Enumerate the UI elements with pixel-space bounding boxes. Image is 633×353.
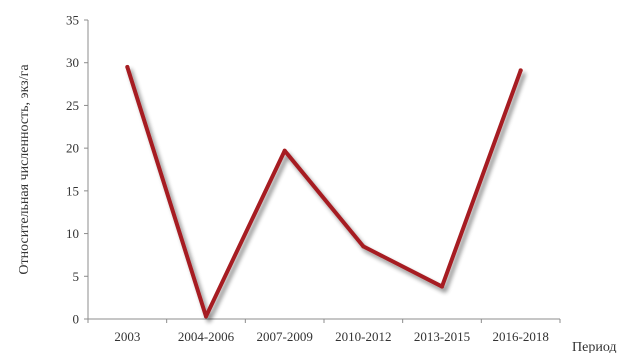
- y-tick-label: 5: [73, 269, 80, 284]
- y-tick-label: 10: [66, 226, 79, 241]
- series-line: [125, 64, 523, 319]
- y-tick-label: 35: [66, 13, 79, 28]
- y-tick-label: 25: [66, 98, 79, 113]
- data-point: [440, 284, 444, 289]
- x-tick-label: 2013-2015: [414, 329, 470, 344]
- y-ticks: 0 5 10 15 20 25 30 35: [66, 13, 88, 327]
- y-tick-label: 20: [66, 141, 79, 156]
- y-tick-label: 30: [66, 55, 79, 70]
- data-point: [361, 244, 366, 249]
- x-tick-label: 2003: [114, 329, 140, 344]
- x-ticks: 2003 2004-2006 2007-2009 2010-2012 2013-2015…: [87, 319, 561, 344]
- data-point: [518, 68, 523, 73]
- y-axis-title: Относительная численность, экз/га: [17, 64, 32, 275]
- x-tick-label: 2007-2009: [256, 329, 312, 344]
- x-tick-label: 2016-2018: [492, 329, 548, 344]
- y-tick-label: 15: [66, 183, 79, 198]
- x-tick-label: 2004-2006: [178, 329, 235, 344]
- data-point: [282, 148, 287, 153]
- x-axis-title: Период: [572, 340, 617, 353]
- x-tick-label: 2010-2012: [335, 329, 391, 344]
- series-layer: [125, 64, 523, 319]
- y-tick-label: 0: [73, 312, 80, 327]
- data-point: [204, 314, 208, 319]
- data-point: [125, 64, 130, 69]
